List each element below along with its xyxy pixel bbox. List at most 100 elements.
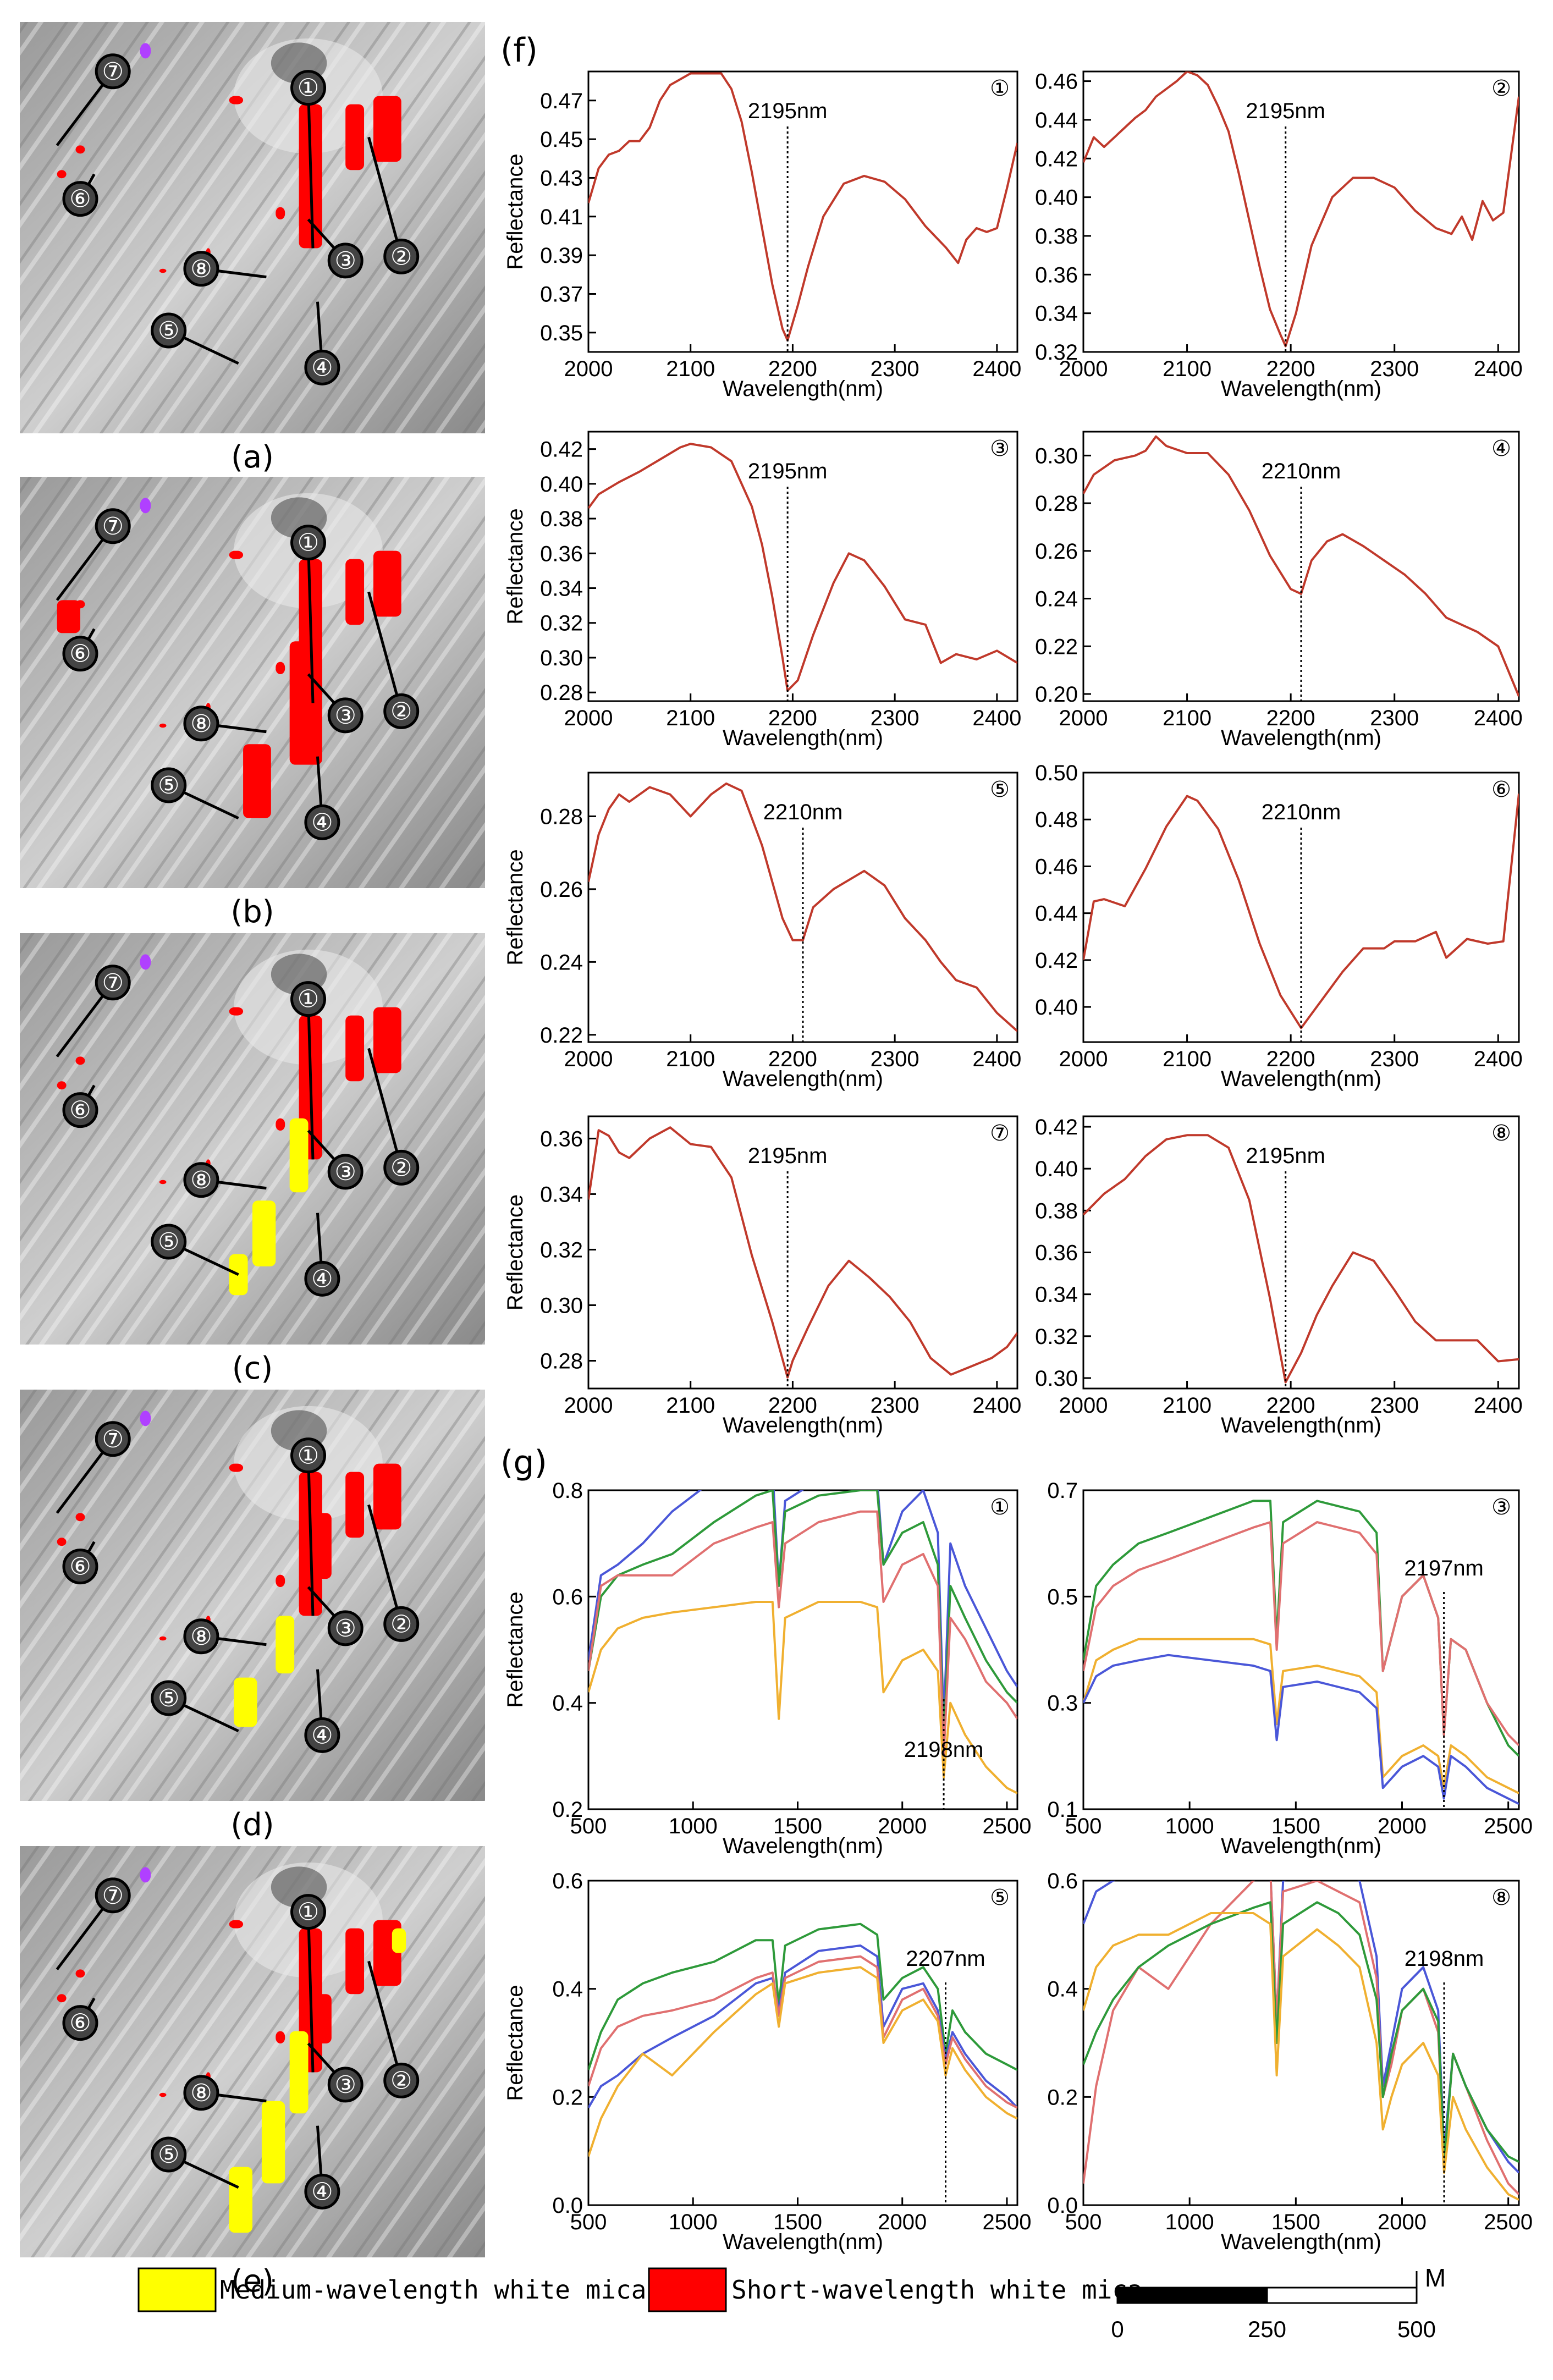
y-tick-label: 0.32 — [1035, 1325, 1078, 1349]
series-line-red — [588, 1510, 1017, 1758]
short-wavelength-area — [229, 550, 244, 559]
y-axis-label: Reflectance — [503, 1985, 527, 2101]
site-marker-circle — [290, 1437, 327, 1474]
absorption-label: 2210nm — [1262, 800, 1341, 824]
short-wavelength-area — [373, 1007, 401, 1073]
plot-frame — [587, 70, 1018, 353]
site-marker-circle — [383, 1149, 420, 1186]
x-axis-label: Wavelength(nm) — [723, 377, 883, 401]
scale-bar-white — [1266, 2287, 1418, 2304]
site-marker-circle — [327, 243, 364, 279]
site-marker-circle — [183, 2075, 219, 2111]
map-panel-b: ① ② ③ ④ ⑤ ⑥ ⑦ ⑧ — [20, 477, 485, 888]
site-marker: ⑥ — [69, 185, 91, 213]
series-group — [1083, 1134, 1519, 1384]
site-marker-circle — [383, 1606, 420, 1642]
site-marker-circle — [383, 2062, 420, 2098]
x-tick-label: 2100 — [1163, 1047, 1211, 1071]
medium-wavelength-area — [276, 1616, 295, 1674]
x-tick-label: 2000 — [878, 2210, 927, 2234]
spectrum-chart-f-6: 2000 2100 2200 2300 2400 0.40 0.42 0.44 0.46 0.48… — [1035, 761, 1523, 1091]
plot-frame — [1082, 1880, 1520, 2206]
site-marker: ③ — [334, 1158, 356, 1186]
short-swatch — [648, 2267, 727, 2312]
site-marker: ⑥ — [69, 1553, 91, 1581]
y-tick-label: 0.24 — [1035, 587, 1078, 611]
y-axis-label: Reflectance — [503, 1591, 527, 1707]
short-wavelength-area — [373, 1463, 401, 1530]
x-tick-label: 2300 — [1370, 706, 1419, 730]
map-caption: (c) — [232, 1351, 273, 1386]
x-tick-label: 500 — [570, 2210, 607, 2234]
site-marker-circle — [304, 804, 340, 840]
medium-wavelength-area — [234, 1677, 257, 1727]
y-tick-label: 0.26 — [1035, 539, 1078, 564]
site-marker-circle — [290, 70, 327, 106]
short-wavelength-area — [345, 1928, 365, 1995]
leader-line — [307, 542, 315, 703]
medium-swatch — [137, 2267, 217, 2312]
x-tick-label: 2000 — [1378, 2210, 1427, 2234]
series-line-spectrum — [588, 1126, 1017, 1379]
y-tick-label: 0.2 — [552, 1798, 583, 1822]
y-tick-label: 0.28 — [540, 805, 583, 829]
scale-tick-label: 0 — [1111, 2316, 1124, 2342]
y-tick-label: 0.3 — [1047, 1692, 1078, 1716]
site-marker: ④ — [311, 1265, 333, 1293]
short-wavelength-area — [243, 744, 271, 818]
short-wavelength-area — [312, 1994, 332, 2044]
site-marker-circle — [95, 1877, 131, 1914]
scale-tick-label: 500 — [1397, 2316, 1436, 2342]
x-tick-label: 2200 — [1266, 357, 1315, 381]
x-axis-label: Wavelength(nm) — [1221, 726, 1381, 750]
y-tick-label: 0.2 — [552, 2085, 583, 2109]
site-marker-circle — [151, 2136, 187, 2173]
site-marker: ⑧ — [1491, 1885, 1511, 1910]
y-tick-label: 0.8 — [552, 1479, 583, 1503]
site-marker: ② — [390, 1154, 412, 1182]
leader-line — [367, 1504, 403, 1625]
x-tick-label: 2400 — [1474, 357, 1523, 381]
spectrum-chart-f-1: 2000 2100 2200 2300 2400 0.35 0.37 0.39 0.41 0.43… — [503, 70, 1021, 401]
map-caption: (b) — [230, 894, 274, 930]
absorption-label: 2195nm — [748, 99, 828, 123]
spectrum-chart-g-9: 500 1000 1500 2000 2500 0.2 0.4 0.6 0.8 Wavelengt… — [503, 1479, 1031, 1858]
leader-line — [367, 1048, 403, 1169]
x-tick-label: 2000 — [1059, 357, 1108, 381]
series-line-spectrum — [1083, 435, 1519, 697]
short-wavelength-area — [75, 1969, 85, 1978]
x-tick-label: 500 — [1065, 1814, 1102, 1838]
short-wavelength-area — [345, 559, 365, 625]
x-axis-label: Wavelength(nm) — [1221, 377, 1381, 401]
x-axis-label: Wavelength(nm) — [1221, 1413, 1381, 1437]
site-marker: ① — [990, 1495, 1010, 1520]
site-marker: ④ — [311, 2178, 333, 2206]
x-tick-label: 1000 — [669, 2210, 718, 2234]
x-tick-label: 2500 — [982, 1814, 1031, 1838]
x-tick-label: 2300 — [871, 357, 919, 381]
y-tick-label: 0.30 — [540, 1293, 583, 1318]
y-tick-label: 0.34 — [540, 1182, 583, 1206]
series-group — [1083, 1500, 1519, 1805]
spectrum-chart-g-12: 500 1000 1500 2000 2500 0.0 0.2 0.4 0.6 Wavelengt… — [1047, 1869, 1533, 2254]
site-marker: ⑦ — [102, 58, 123, 86]
site-marker-circle — [62, 2005, 98, 2041]
plot-frame — [1082, 1115, 1520, 1390]
x-tick-label: 2200 — [1266, 1047, 1315, 1071]
leader-line — [367, 591, 403, 712]
y-tick-label: 0.34 — [1035, 302, 1078, 326]
y-tick-label: 0.6 — [552, 1585, 583, 1609]
x-tick-label: 2500 — [982, 2210, 1031, 2234]
x-axis-label: Wavelength(nm) — [723, 1834, 883, 1858]
x-tick-label: 2000 — [878, 1814, 927, 1838]
y-tick-label: 0.40 — [1035, 186, 1078, 210]
leader-line — [307, 999, 315, 1160]
x-tick-label: 2300 — [871, 1047, 919, 1071]
y-tick-label: 0.6 — [552, 1869, 583, 1893]
leader-line — [307, 87, 315, 249]
medium-wavelength-area — [289, 2031, 309, 2114]
site-marker: ⑦ — [102, 969, 123, 997]
series-line-blue — [588, 1490, 1017, 1726]
site-marker: ① — [298, 1442, 319, 1470]
x-tick-label: 2300 — [1370, 1047, 1419, 1071]
